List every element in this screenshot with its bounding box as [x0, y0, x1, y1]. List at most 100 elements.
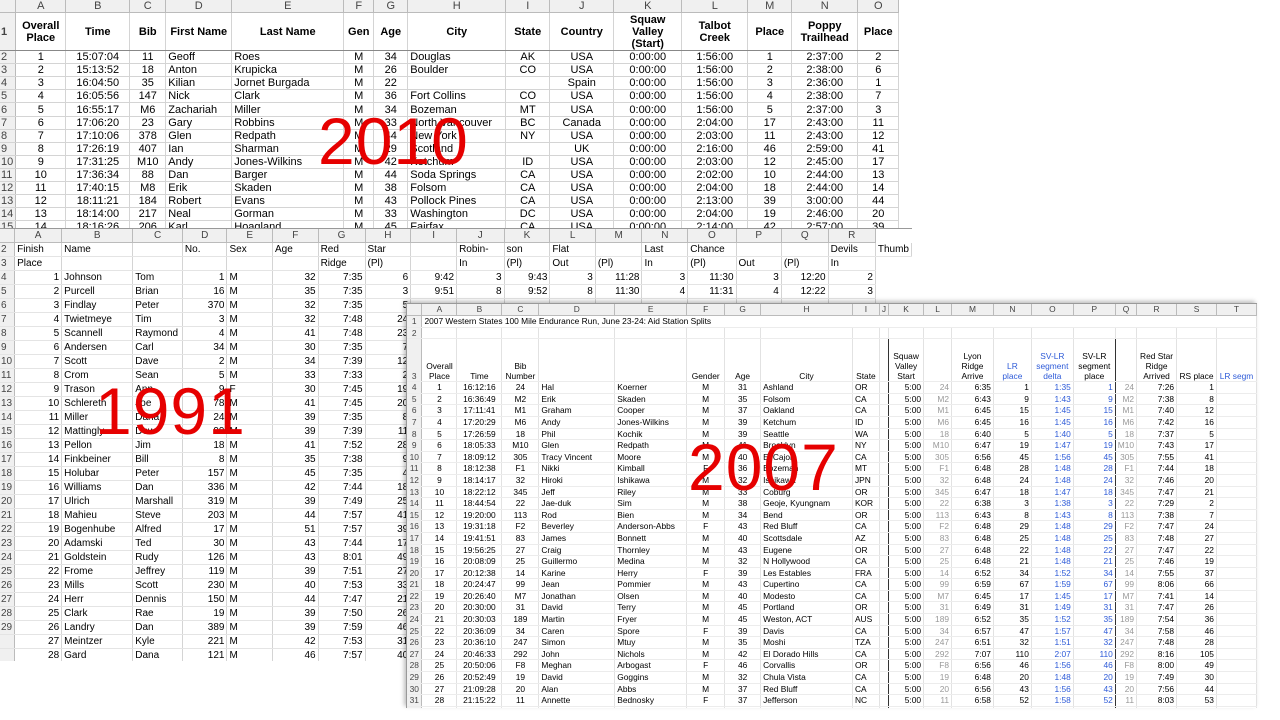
cell[interactable]: 41 — [272, 438, 319, 453]
cell[interactable]: Hal — [538, 381, 616, 394]
cell[interactable]: 2:07 — [1031, 648, 1074, 661]
cell[interactable] — [878, 462, 890, 475]
column-letter[interactable]: J — [456, 229, 505, 243]
cell[interactable]: 45 — [1072, 451, 1116, 464]
cell[interactable]: 5:00 — [888, 555, 925, 568]
header-cell[interactable]: (Pl) — [781, 256, 829, 271]
cell[interactable]: 1:59 — [1031, 706, 1074, 708]
cell[interactable]: 20 — [365, 396, 412, 411]
cell[interactable]: 30 — [182, 536, 228, 551]
cell[interactable]: 15 — [421, 544, 458, 557]
cell[interactable]: Bien — [614, 509, 688, 522]
cell[interactable]: 7:48 — [318, 326, 366, 341]
cell[interactable]: 6:47 — [951, 486, 994, 499]
cell[interactable]: 11 — [857, 116, 900, 130]
cell[interactable]: 69 — [1072, 706, 1116, 708]
cell[interactable]: F — [686, 659, 726, 673]
row-number[interactable]: 6 — [0, 102, 17, 117]
cell[interactable]: 7:48 — [1136, 532, 1178, 545]
cell[interactable]: 16:12:16 — [456, 381, 503, 394]
cell[interactable]: 12 — [1176, 404, 1217, 417]
cell[interactable]: OR — [852, 486, 880, 499]
row-number[interactable]: 21 — [407, 578, 423, 591]
cell[interactable]: 35 — [272, 284, 319, 299]
row-number[interactable]: 23 — [0, 536, 16, 551]
cell[interactable]: 0:00:00 — [613, 89, 683, 104]
cell[interactable]: 2:59:00 — [791, 142, 859, 156]
cell[interactable]: 22 — [1115, 497, 1138, 510]
cell[interactable]: 21:15:22 — [456, 694, 503, 707]
cell[interactable]: 20:30:00 — [456, 601, 503, 615]
cell[interactable]: 14 — [421, 532, 458, 545]
cell[interactable] — [456, 327, 503, 340]
cell[interactable]: 45 — [1115, 706, 1138, 708]
cell[interactable] — [878, 439, 890, 452]
cell[interactable]: 39 — [272, 620, 319, 635]
cell[interactable]: CA — [852, 451, 880, 464]
cell[interactable]: 14 — [857, 181, 900, 196]
cell[interactable]: 8:07 — [1136, 706, 1178, 708]
cell[interactable]: 4 — [641, 284, 689, 299]
cell[interactable]: 2 — [365, 368, 412, 383]
column-letter[interactable]: H — [365, 229, 412, 243]
cell[interactable]: 3 — [14, 298, 63, 313]
cell[interactable]: 29 — [421, 706, 458, 708]
row-number[interactable]: 12 — [0, 382, 16, 397]
cell[interactable]: Dow — [132, 424, 183, 439]
cell[interactable]: CA — [505, 168, 551, 183]
row-number[interactable]: 28 — [407, 659, 423, 673]
cell[interactable]: 189 — [1115, 613, 1138, 626]
cell[interactable] — [878, 636, 890, 649]
header-cell[interactable]: Last — [641, 242, 689, 257]
cell[interactable]: 32 — [724, 555, 762, 568]
cell[interactable]: 105 — [1176, 648, 1217, 661]
cell[interactable]: 1:58 — [1031, 694, 1074, 707]
cell[interactable]: 20:46:33 — [456, 648, 503, 661]
sheet-title[interactable]: 2007 Western States 100 Mile Endurance R… — [421, 315, 1257, 328]
cell[interactable]: 189 — [501, 613, 540, 626]
cell[interactable]: M — [226, 578, 273, 593]
cell[interactable]: 5:00 — [888, 567, 925, 580]
cell[interactable]: 99 — [923, 578, 953, 591]
cell[interactable]: 17 — [747, 116, 793, 130]
header-cell[interactable]: Time — [456, 338, 503, 383]
cell[interactable]: Annette — [538, 694, 616, 707]
column-letter[interactable]: I — [505, 0, 551, 14]
cell[interactable]: MT — [505, 102, 551, 117]
cell[interactable]: OR — [852, 544, 880, 557]
cell[interactable]: 37 — [1176, 567, 1217, 580]
cell[interactable]: M — [226, 452, 273, 467]
cell[interactable]: 20 — [501, 683, 540, 696]
cell[interactable]: 29 — [1072, 520, 1116, 533]
cell[interactable]: 110 — [993, 648, 1032, 661]
cell[interactable]: 43 — [724, 520, 762, 533]
cell[interactable]: North Vancouver — [407, 116, 507, 130]
cell[interactable]: 34 — [373, 50, 409, 65]
cell[interactable]: M7 — [923, 590, 953, 603]
cell[interactable]: 305 — [923, 451, 953, 464]
cell[interactable]: Caren — [538, 625, 616, 638]
cell[interactable]: Jefferson — [760, 694, 853, 707]
cell[interactable]: 5:00 — [888, 416, 925, 429]
cell[interactable] — [1216, 648, 1257, 661]
cell[interactable] — [878, 590, 890, 603]
header-cell[interactable]: (Pl) — [365, 256, 412, 271]
cell[interactable]: 5:00 — [888, 613, 925, 626]
cell[interactable]: 34 — [182, 340, 228, 355]
cell[interactable]: 19 — [923, 671, 953, 684]
cell[interactable]: 21:09:28 — [456, 683, 503, 696]
cell[interactable]: 5:00 — [888, 509, 925, 522]
cell[interactable]: 1 — [747, 50, 793, 65]
cell[interactable]: Kochik — [614, 428, 688, 441]
column-letter[interactable]: A — [421, 304, 458, 316]
cell[interactable]: M — [226, 508, 273, 523]
header-cell[interactable]: Robin- — [456, 242, 505, 257]
cell[interactable]: 45 — [923, 706, 953, 708]
cell[interactable]: M — [343, 63, 375, 78]
cell[interactable]: 18:22:12 — [456, 486, 503, 499]
cell[interactable] — [951, 327, 994, 340]
row-number[interactable]: 10 — [0, 354, 16, 369]
cell[interactable]: M — [343, 76, 375, 91]
cell[interactable]: 39 — [272, 424, 319, 439]
cell[interactable]: 23 — [14, 578, 63, 593]
